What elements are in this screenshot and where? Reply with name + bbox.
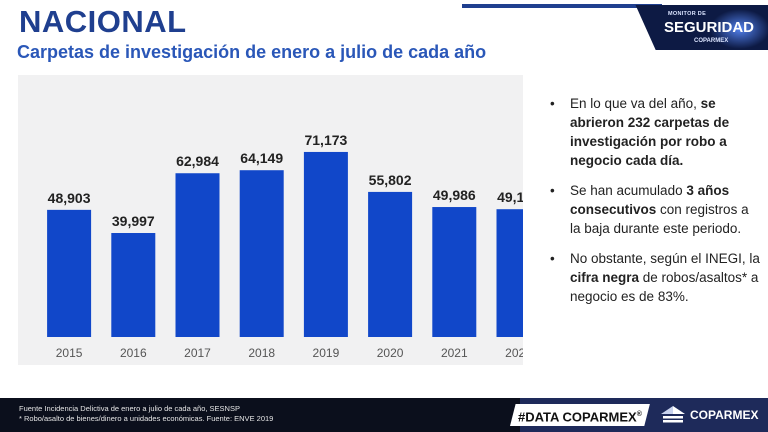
x-tick-label-2018: 2018 [248, 346, 275, 360]
footer-notes-area: Fuente Incidencia Delictiva de enero a j… [0, 398, 520, 432]
x-tick-label-2022: 2022 [505, 346, 523, 360]
bullet-dot: • [550, 183, 555, 198]
data-label-2021: 49,986 [433, 187, 476, 203]
bullet-list: • En lo que va del año, se abrieron 232 … [546, 94, 761, 317]
footer-bar: Fuente Incidencia Delictiva de enero a j… [0, 398, 768, 432]
logo-org-text: COPARMEX [694, 38, 729, 44]
bullet-text: En lo que va del año, [570, 96, 701, 111]
header-rule [462, 4, 662, 8]
coparmex-logo-icon [661, 406, 685, 423]
chart-panel: 48,903 2015 39,997 2016 62,984 2017 64,149 2018… [18, 75, 523, 365]
footnote: * Robo/asalto de bienes/dinero a unidade… [19, 414, 274, 423]
bar-2016 [111, 233, 156, 337]
bullet-item: • Se han acumulado 3 años consecutivos c… [546, 181, 761, 238]
x-tick-label-2020: 2020 [377, 346, 404, 360]
x-tick-label-2017: 2017 [184, 346, 211, 360]
bullet-bold-text: 3 años consecutivos [570, 183, 730, 217]
bullet-item: • No obstante, según el INEGI, la cifra … [546, 249, 761, 306]
x-tick-label-2015: 2015 [56, 346, 83, 360]
logo-main-text: SEGURIDAD [664, 19, 755, 36]
data-label-2020: 55,802 [369, 172, 412, 188]
logo-glow [710, 9, 768, 49]
page-subtitle: Carpetas de investigación de enero a jul… [17, 42, 487, 62]
x-tick-label-2021: 2021 [441, 346, 468, 360]
bar-2017 [175, 173, 220, 337]
bullet-text: Se han acumulado [570, 183, 687, 198]
bullet-dot: • [550, 96, 555, 111]
data-label-2017: 62,984 [176, 153, 219, 169]
registered-mark: ® [636, 411, 642, 418]
bullet-item: • En lo que va del año, se abrieron 232 … [546, 94, 761, 170]
source-note: Fuente Incidencia Delictiva de enero a j… [19, 404, 240, 413]
x-tick-label-2019: 2019 [313, 346, 340, 360]
bullet-text: con registros a la baja durante este per… [570, 202, 749, 236]
data-label-2019: 71,173 [304, 132, 347, 148]
bar-2022 [496, 209, 523, 337]
x-tick-label-2016: 2016 [120, 346, 147, 360]
bullet-bold-text: cifra negra [570, 270, 640, 285]
data-label-2022: 49,152 [497, 189, 523, 205]
bar-chart: 48,903 2015 39,997 2016 62,984 2017 64,149 2018… [47, 132, 523, 360]
bullet-bold-text: se abrieron 232 carpetas de investigació… [570, 96, 730, 168]
hashtag-text: #DATA COPARMEX [518, 409, 637, 425]
bar-2018 [239, 170, 284, 337]
bar-2019 [303, 151, 348, 337]
coparmex-logo-text: COPARMEX [690, 408, 759, 422]
data-label-2018: 64,149 [240, 150, 283, 166]
data-label-2015: 48,903 [48, 190, 91, 206]
bullet-dot: • [550, 251, 555, 266]
bullet-text: No obstante, según el INEGI, la [570, 251, 760, 266]
bar-2020 [368, 191, 413, 337]
monitor-seguridad-logo: MONITOR DE SEGURIDAD COPARMEX [635, 5, 768, 50]
logo-small-text: MONITOR DE [668, 11, 707, 17]
data-label-2016: 39,997 [112, 213, 155, 229]
data-coparmex-tag: #DATA COPARMEX® [510, 404, 650, 426]
page-title: NACIONAL [19, 4, 187, 39]
bar-2015 [47, 209, 92, 337]
bar-2021 [432, 207, 477, 337]
bullet-text: de robos/asaltos* a negocio es de 83%. [570, 270, 759, 304]
